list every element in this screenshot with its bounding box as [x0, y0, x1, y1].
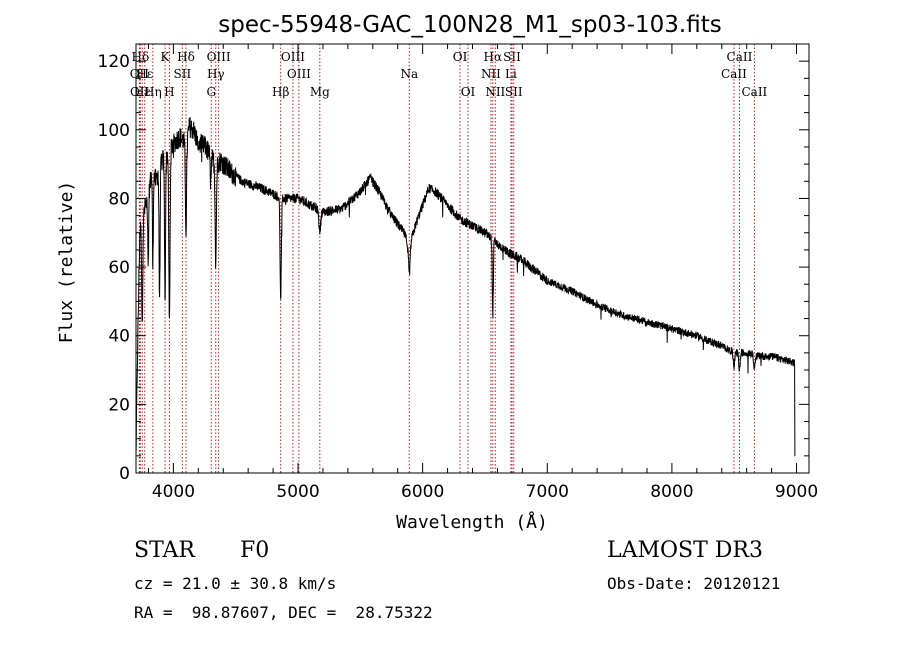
y-tick-label: 40 [108, 327, 130, 347]
x-tick-label: 4000 [152, 482, 195, 502]
line-marker-label: Hε [136, 67, 153, 81]
plot-frame [135, 43, 810, 474]
line-marker-label: Mg [310, 85, 330, 99]
x-axis-ticks: 4000 5000 6000 7000 8000 9000 [147, 44, 818, 502]
line-marker-label: Hδ [177, 50, 195, 64]
spectrum-chart: spec-55948-GAC_100N28_M1_sp03-103.fits H… [56, 12, 818, 533]
line-marker-label: OIII [281, 50, 305, 64]
spectrum-line [135, 117, 796, 457]
y-axis-ticks: 0 20 40 60 80 100 120 [98, 52, 809, 484]
line-marker-label: Na [400, 67, 418, 81]
line-marker-label: OII [130, 85, 150, 99]
line-marker-label: SII [505, 85, 523, 99]
x-tick-label: 8000 [650, 482, 693, 502]
line-marker-label: CaII [727, 50, 753, 64]
line-marker-label: Li [505, 67, 517, 81]
line-marker-label: OIII [207, 50, 231, 64]
line-marker-label: SII [503, 50, 521, 64]
line-marker-label: Hη [144, 85, 162, 99]
line-marker-label: OI [461, 85, 476, 99]
line-marker-label: G [206, 85, 216, 99]
object-subclass: F0 [240, 538, 270, 563]
line-marker-label: K [161, 50, 171, 64]
observation-date: Obs-Date: 20120121 [607, 574, 781, 593]
x-tick-label: 5000 [276, 482, 319, 502]
line-marker-label: Hγ [207, 67, 225, 81]
line-marker-label: OI [453, 50, 468, 64]
y-tick-label: 120 [98, 52, 130, 72]
redshift-velocity: cz = 21.0 ± 30.8 km/s [134, 574, 337, 593]
y-tick-label: 60 [108, 258, 130, 278]
coordinates: RA = 98.87607, DEC = 28.75322 [134, 603, 433, 622]
line-marker-label: H [164, 85, 174, 99]
line-marker-label: NII [481, 67, 501, 81]
chart-title: spec-55948-GAC_100N28_M1_sp03-103.fits [218, 12, 721, 38]
line-marker-label: Hα [484, 50, 503, 64]
line-marker-label: CaII [721, 67, 747, 81]
x-tick-label: 6000 [401, 482, 444, 502]
x-axis-label: Wavelength (Å) [396, 511, 548, 533]
y-tick-label: 20 [108, 395, 130, 415]
line-marker-label: Hδ [132, 50, 150, 64]
x-tick-label: 9000 [775, 482, 818, 502]
line-marker-label: OIII [287, 67, 311, 81]
line-marker-label: NII [485, 85, 505, 99]
y-tick-label: 80 [108, 189, 130, 209]
y-tick-label: 100 [98, 121, 130, 141]
x-tick-label: 7000 [526, 482, 569, 502]
line-marker-label: SII [174, 67, 192, 81]
y-axis-label: Flux (relative) [56, 181, 77, 344]
y-tick-label: 0 [119, 464, 130, 484]
object-class: STAR [134, 538, 195, 563]
line-marker-label: CaII [741, 85, 767, 99]
line-marker-label: OII [130, 67, 150, 81]
line-marker-label: Hβ [272, 85, 289, 99]
spectrum-layer [135, 117, 796, 457]
survey-name: LAMOST DR3 [607, 538, 763, 563]
